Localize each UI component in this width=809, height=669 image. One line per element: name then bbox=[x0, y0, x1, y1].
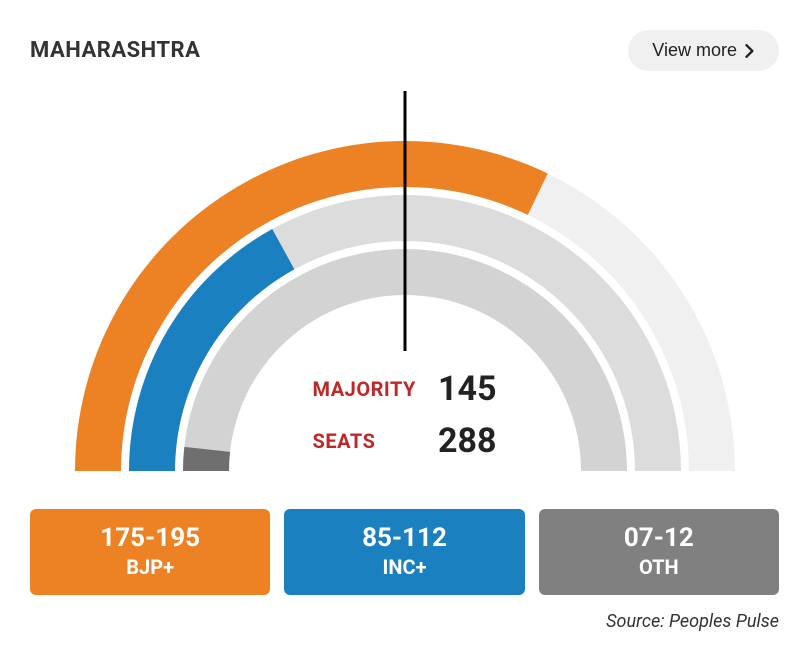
gauge-chart: MAJORITY 145 SEATS 288 bbox=[30, 91, 779, 481]
legend-party: OTH bbox=[549, 555, 769, 579]
legend-party: BJP+ bbox=[40, 555, 260, 579]
state-title: MAHARASHTRA bbox=[30, 38, 200, 63]
legend-card: 07-12OTH bbox=[539, 509, 779, 595]
majority-label: MAJORITY bbox=[313, 377, 416, 401]
source-text: Source: Peoples Pulse bbox=[30, 611, 779, 632]
exit-poll-widget: MAHARASHTRA View more MAJORITY 145 SEATS… bbox=[30, 30, 779, 632]
chevron-right-icon bbox=[745, 44, 755, 58]
seats-label: SEATS bbox=[313, 429, 416, 453]
legend-range: 85-112 bbox=[294, 523, 514, 553]
header-row: MAHARASHTRA View more bbox=[30, 30, 779, 71]
legend-card: 175-195BJP+ bbox=[30, 509, 270, 595]
center-info: MAJORITY 145 SEATS 288 bbox=[313, 369, 497, 461]
view-more-label: View more bbox=[652, 40, 737, 61]
majority-value: 145 bbox=[438, 369, 497, 409]
legend-party: INC+ bbox=[294, 555, 514, 579]
legend-row: 175-195BJP+85-112INC+07-12OTH bbox=[30, 509, 779, 595]
majority-line bbox=[403, 91, 406, 351]
view-more-button[interactable]: View more bbox=[628, 30, 779, 71]
legend-range: 07-12 bbox=[549, 523, 769, 553]
legend-range: 175-195 bbox=[40, 523, 260, 553]
seats-value: 288 bbox=[438, 421, 497, 461]
legend-card: 85-112INC+ bbox=[284, 509, 524, 595]
